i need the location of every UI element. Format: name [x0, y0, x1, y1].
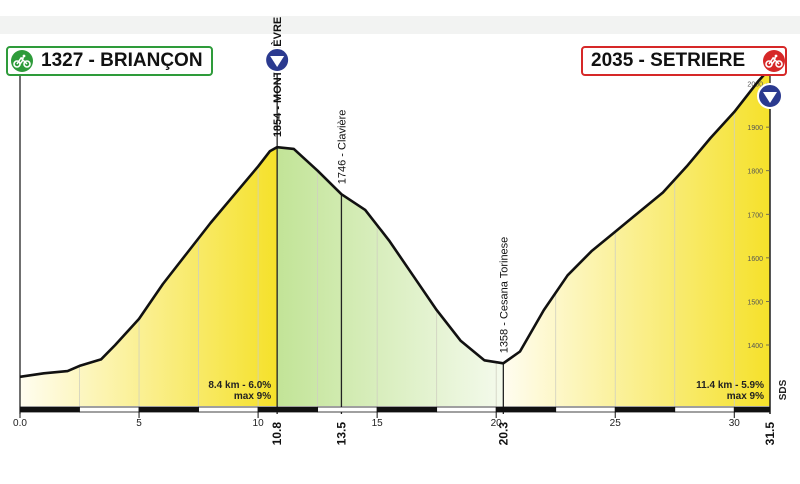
x-tick-label: 25 [610, 418, 622, 429]
y-tick-label: 1900 [747, 125, 763, 132]
km-bar-segment [79, 406, 140, 413]
y-tick-label: 1400 [747, 343, 763, 350]
y-tick-label: 1700 [747, 212, 763, 219]
km-bar-segment [436, 406, 497, 413]
place-label: 1746 - Clavière [336, 110, 348, 185]
climb-area [503, 68, 770, 407]
start-label: 1327 - BRIANÇON [6, 46, 213, 76]
descent-area [277, 147, 504, 406]
km-bar-segment [733, 406, 771, 413]
km-bar-segment [495, 406, 557, 413]
y-tick-label: 1600 [747, 256, 763, 263]
bicycle-icon [11, 50, 33, 72]
climb-max-label: max 9% [727, 391, 764, 402]
km-bar-segment [376, 406, 438, 413]
km-bar-segment [19, 406, 80, 413]
logo-text: SDS [778, 379, 789, 400]
bicycle-icon [763, 50, 785, 72]
y-tick-label: 1500 [747, 299, 763, 306]
key-km-label: 10.8 [270, 422, 284, 446]
x-tick-label: 30 [729, 418, 741, 429]
km-bar-segment [317, 406, 378, 413]
km-bar-segment [198, 406, 259, 413]
elevation-line [19, 67, 771, 379]
km-bar-segment [555, 406, 616, 413]
x-tick-label: 15 [372, 418, 384, 429]
x-tick-label: 10 [253, 418, 265, 429]
top-band [0, 16, 800, 34]
finish-marker-icon [757, 83, 783, 109]
start-label-text: 1327 - BRIANÇON [41, 50, 203, 71]
key-km-label: 31.5 [763, 422, 777, 446]
finish-label: 2035 - SETRIERE [581, 46, 787, 76]
climb-max-label: max 9% [234, 391, 271, 402]
climb-info-label: 11.4 km - 5.9% [696, 380, 764, 391]
key-km-label: 13.5 [334, 422, 348, 446]
km-bar-segment [614, 406, 676, 413]
climb-info-label: 8.4 km - 6.0% [208, 380, 271, 391]
finish-label-text: 2035 - SETRIERE [591, 50, 746, 71]
key-km-label: 20.3 [496, 422, 510, 446]
km-bar-segment [257, 406, 319, 413]
summit-marker-icon [264, 47, 291, 73]
x-tick-label: 20 [491, 418, 503, 429]
y-tick-label: 1800 [747, 169, 763, 176]
x-tick-label: 5 [136, 418, 142, 429]
x-tick-label: 0.0 [13, 418, 27, 429]
km-bar-segment [138, 406, 199, 413]
km-bar-segment [674, 406, 735, 413]
climb-area [20, 147, 278, 406]
place-label: 1358 - Cesana Torinese [498, 237, 510, 354]
